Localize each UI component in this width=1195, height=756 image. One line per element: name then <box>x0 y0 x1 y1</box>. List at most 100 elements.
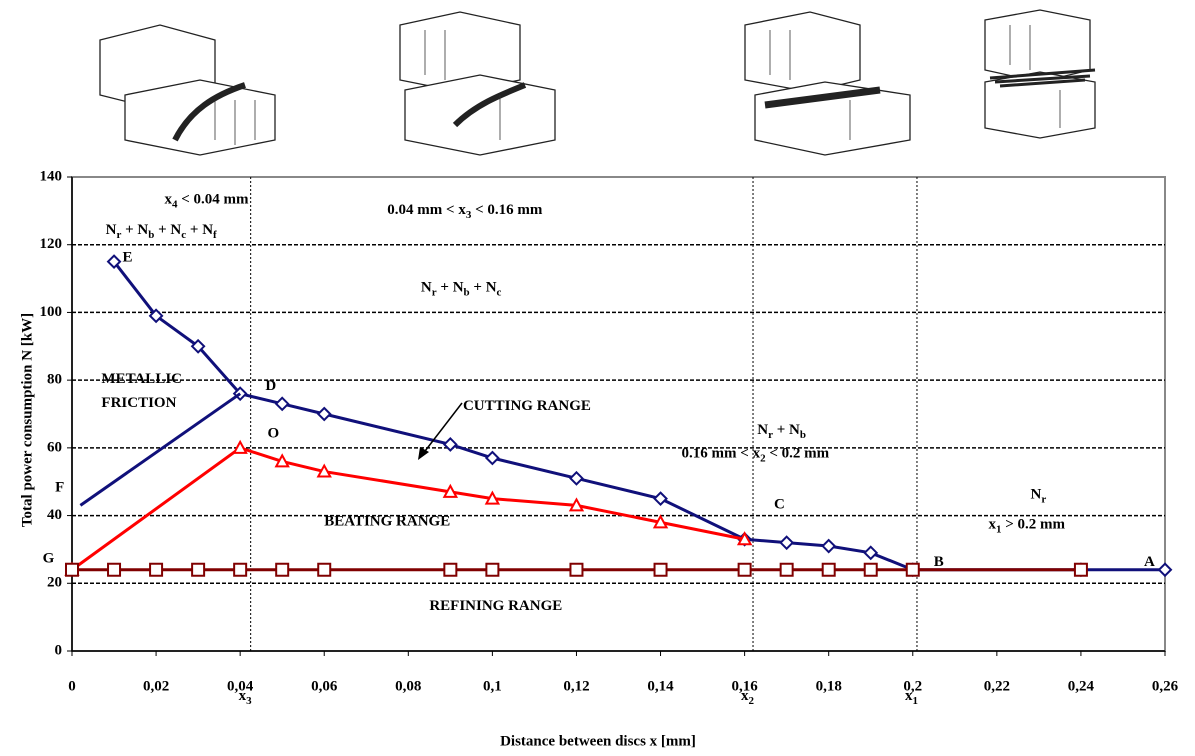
marker <box>150 564 162 576</box>
marker <box>486 452 498 464</box>
text-part: + N <box>437 280 464 296</box>
annotation: x1 > 0.2 mm <box>988 517 1065 535</box>
x-tick-label: 0,12 <box>563 678 589 694</box>
annotation: REFINING RANGE <box>429 598 562 614</box>
annotation: 0.04 mm < x3 < 0.16 mm <box>387 202 543 220</box>
annotation: D <box>265 378 276 394</box>
subscript: f <box>213 229 217 241</box>
annotation: BEATING RANGE <box>324 514 450 530</box>
text-part: CUTTING RANGE <box>463 399 591 415</box>
subscript: 2 <box>749 695 755 707</box>
y-tick-label: 120 <box>40 236 63 252</box>
marker <box>865 547 877 559</box>
text-part: < 0.16 mm <box>471 202 543 218</box>
text-part: + N <box>470 280 497 296</box>
annotation: Nr + Nb + Nc <box>421 280 502 298</box>
text-part: E <box>122 250 132 266</box>
marker <box>318 408 330 420</box>
marker <box>486 564 498 576</box>
text-part: N <box>1030 487 1041 503</box>
plot-frame <box>72 177 1165 651</box>
marker <box>739 564 751 576</box>
marker <box>192 564 204 576</box>
x-tick-label: 0,14 <box>647 678 674 694</box>
text-part: F <box>55 480 64 496</box>
text-part: N <box>421 280 432 296</box>
marker <box>823 564 835 576</box>
sketch-3 <box>745 12 910 155</box>
marker <box>276 564 288 576</box>
text-part: METALLIC <box>101 372 182 388</box>
text-part: + N <box>773 422 800 438</box>
y-tick-label: 20 <box>47 575 62 591</box>
y-tick-label: 60 <box>47 439 62 455</box>
x-tick-label: 0,22 <box>984 678 1010 694</box>
x-tick-label: 0,08 <box>395 678 421 694</box>
text-part: REFINING RANGE <box>429 598 562 614</box>
marker <box>781 537 793 549</box>
marker <box>655 493 667 505</box>
annotation: METALLIC <box>101 372 182 388</box>
y-tick-label: 80 <box>47 372 62 388</box>
x-tick-label: 0,18 <box>816 678 842 694</box>
text-part: N <box>757 422 768 438</box>
marker <box>907 564 919 576</box>
marker <box>234 564 246 576</box>
annotation: FRICTION <box>101 395 176 411</box>
marker <box>66 564 78 576</box>
subscript: c <box>497 286 502 298</box>
annotation: Nr + Nb <box>757 422 806 440</box>
text-part: FRICTION <box>101 395 176 411</box>
annotation: O <box>267 426 279 442</box>
annotation: C <box>774 497 785 513</box>
x-tick-label: 0,1 <box>483 678 502 694</box>
text-part: B <box>934 554 944 570</box>
marker <box>1075 564 1087 576</box>
marker <box>444 564 456 576</box>
sketch-2 <box>400 12 555 155</box>
x-tick-label: 0,24 <box>1068 678 1095 694</box>
annotation: x4 < 0.04 mm <box>164 192 249 210</box>
y-tick-label: 40 <box>47 507 62 523</box>
subscript: r <box>1041 493 1046 505</box>
marker <box>865 564 877 576</box>
annotation: B <box>934 554 944 570</box>
text-part: < 0.04 mm <box>177 192 249 208</box>
x-tick-label: 0,26 <box>1152 678 1179 694</box>
marker <box>444 438 456 450</box>
text-part: A <box>1144 554 1155 570</box>
series-line <box>72 448 745 570</box>
text-part: N <box>106 223 117 239</box>
marker <box>276 398 288 410</box>
annotation: 0.16 mm < x2 < 0.2 mm <box>682 446 830 464</box>
text-part: 0.16 mm < x <box>682 446 761 462</box>
x-tick-label: 0,02 <box>143 678 169 694</box>
text-part: C <box>774 497 785 513</box>
marker <box>318 564 330 576</box>
subscript: 1 <box>912 695 918 707</box>
marker <box>1159 564 1171 576</box>
text-part: O <box>267 426 279 442</box>
marker <box>570 472 582 484</box>
text-part: BEATING RANGE <box>324 514 450 530</box>
y-tick-label: 100 <box>40 304 63 320</box>
annotation: Nr + Nb + Nc + Nf <box>106 223 217 241</box>
text-part: + N <box>121 223 148 239</box>
marker <box>823 540 835 552</box>
text-part: + N <box>154 223 181 239</box>
illustrations <box>100 10 1095 155</box>
text-part: D <box>265 378 276 394</box>
annotation: E <box>122 250 132 266</box>
annotation: F <box>55 480 64 496</box>
sketch-1 <box>100 25 275 155</box>
y-tick-label: 140 <box>40 168 63 184</box>
marker <box>108 564 120 576</box>
y-axis-label: Total power consumption N [kW] <box>19 313 35 527</box>
annotation: A <box>1144 554 1155 570</box>
annotation: Nr <box>1030 487 1046 505</box>
chart: 02040608010012014000,020,040,060,080,10,… <box>0 0 1195 756</box>
marker <box>781 564 793 576</box>
annotation: G <box>43 551 55 567</box>
text-part: < 0.2 mm <box>766 446 830 462</box>
text-part: > 0.2 mm <box>1001 517 1065 533</box>
